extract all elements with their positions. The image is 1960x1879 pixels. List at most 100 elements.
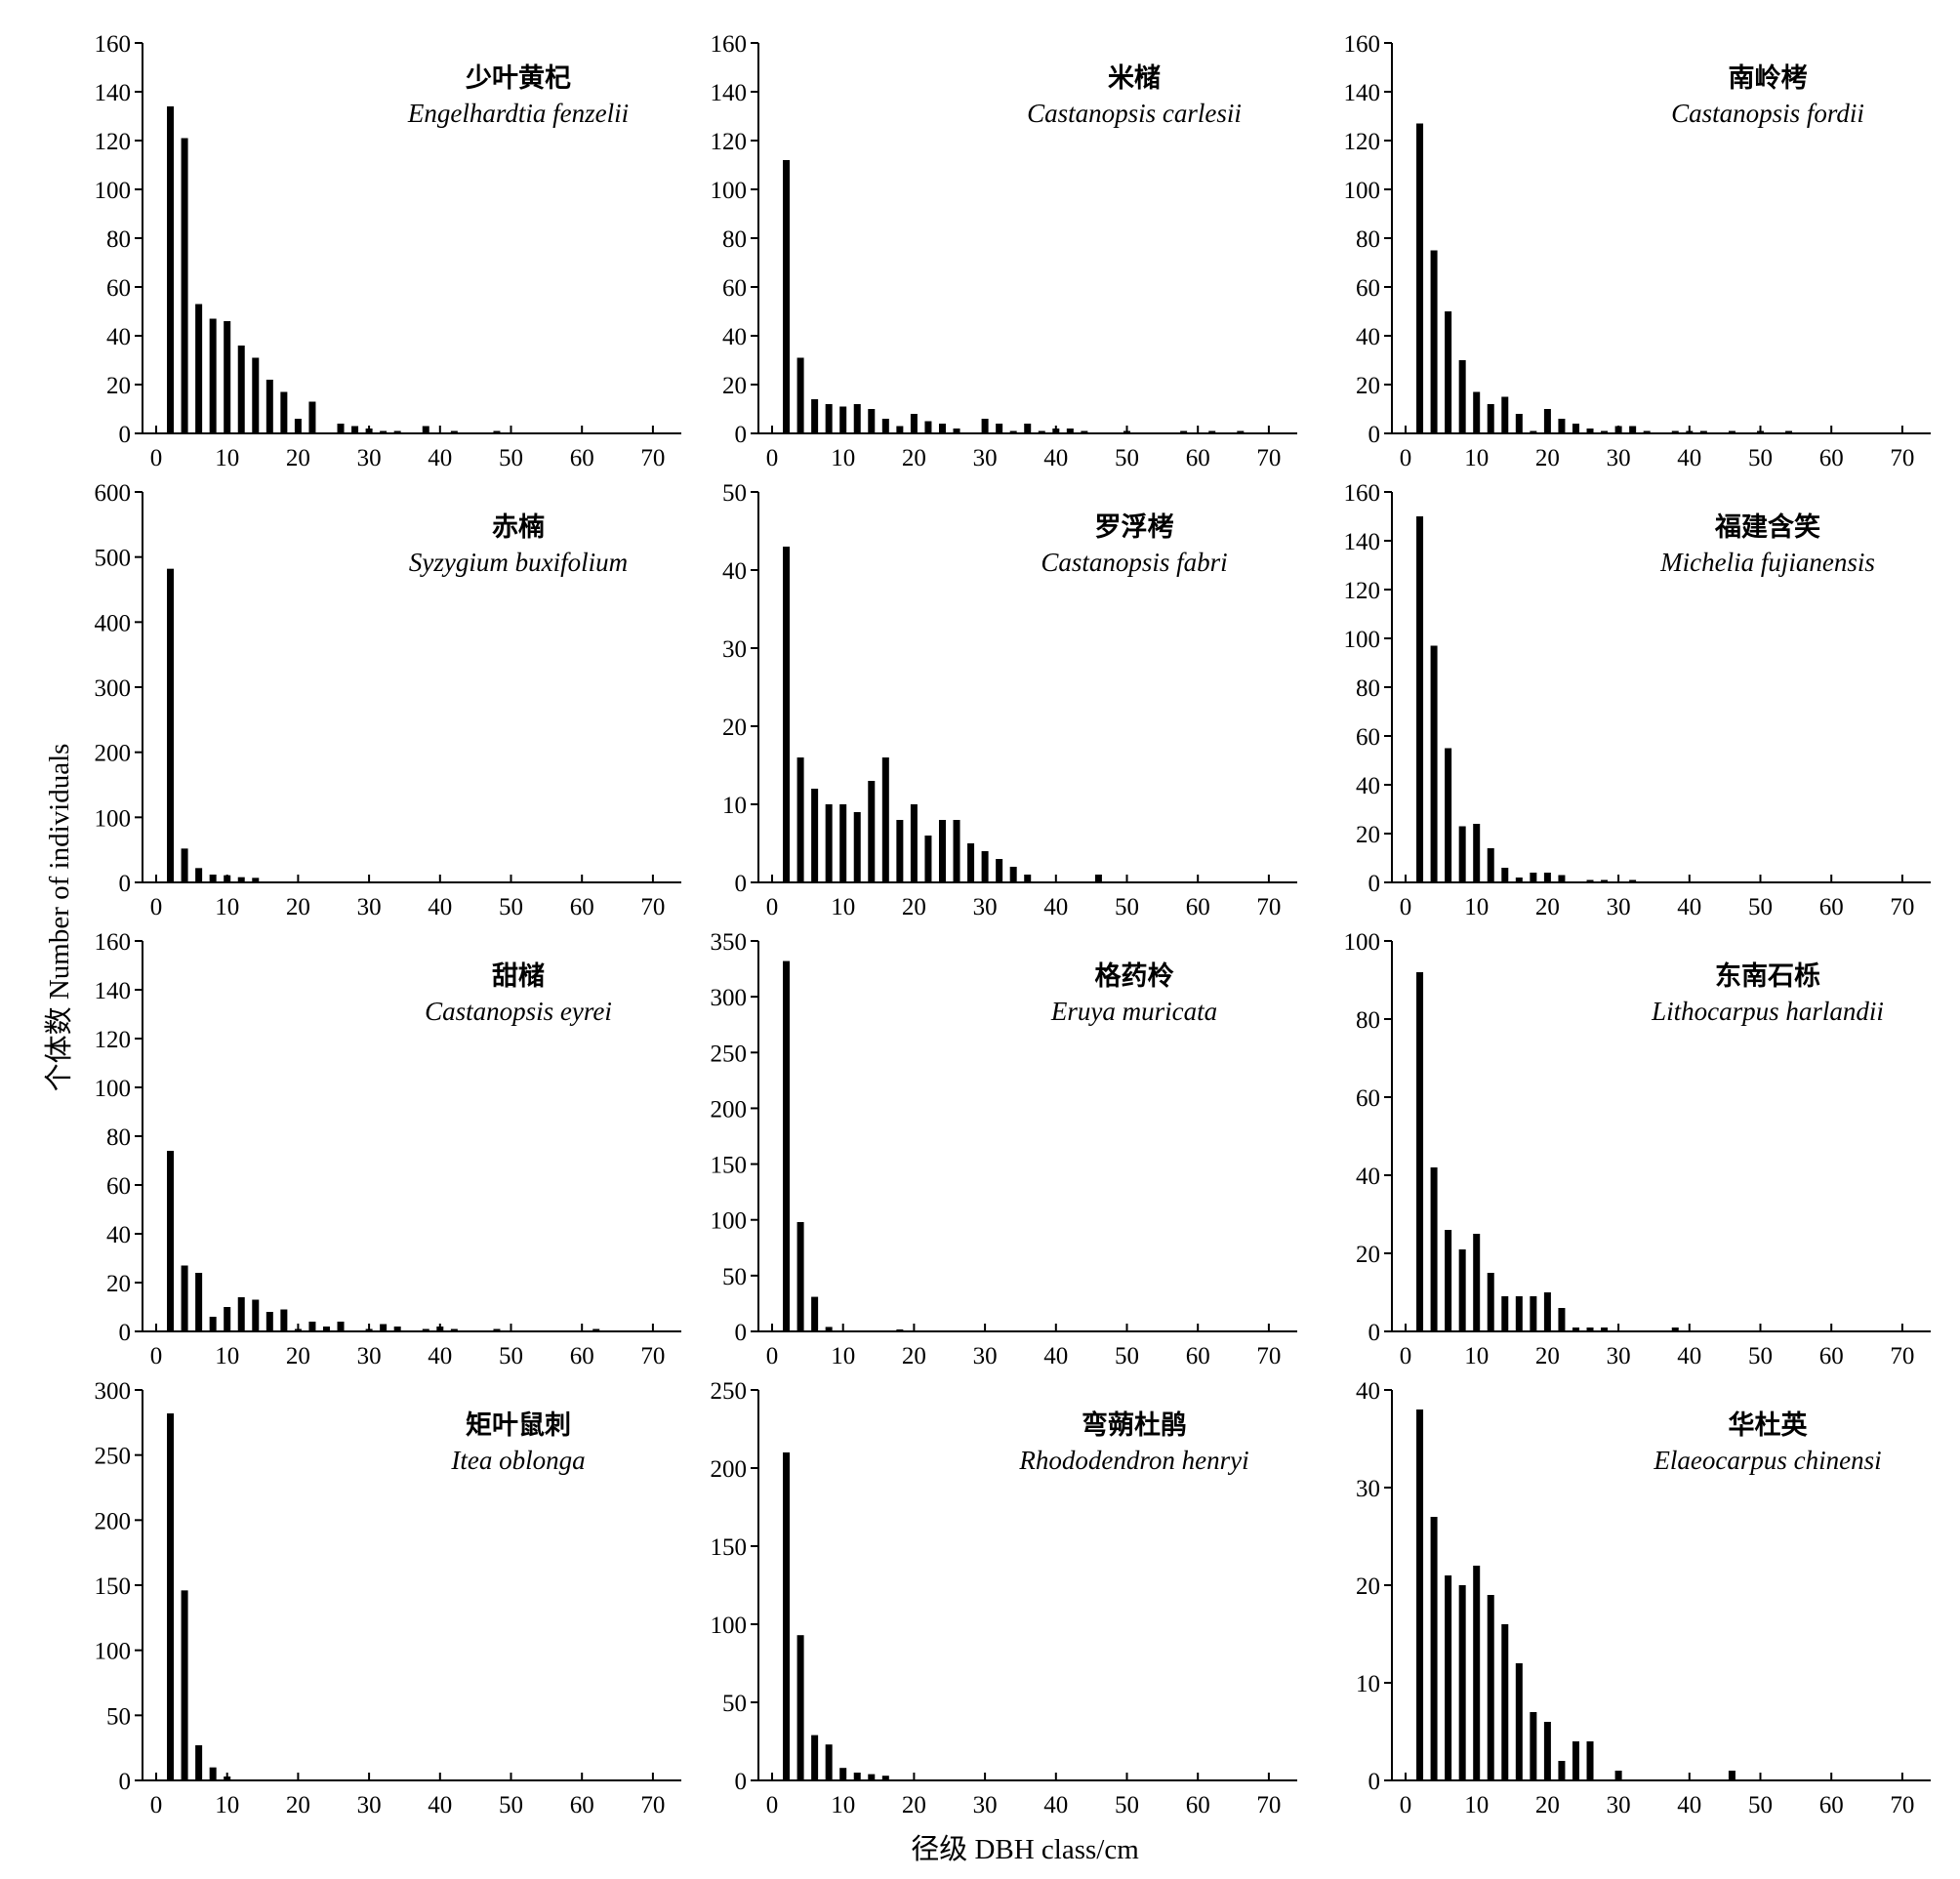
panel-2-bar — [1237, 430, 1245, 433]
panel-9-bar — [1530, 1296, 1537, 1331]
panel-3-bar — [1416, 123, 1424, 433]
panel-2-bar — [1009, 430, 1017, 433]
panel-2-bar — [938, 424, 946, 433]
panel-6-bar — [1543, 873, 1551, 882]
panel-1-x-tick-label: 0 — [150, 445, 163, 471]
panel-2-bar — [825, 404, 833, 433]
panel-3-bar — [1629, 426, 1637, 433]
panel-12-x-tick-label: 40 — [1677, 1792, 1701, 1818]
panel-3-x-tick-label: 50 — [1748, 445, 1773, 471]
panel-2-bar — [953, 429, 960, 433]
panel-9-bar — [1458, 1249, 1466, 1331]
panel-3-x-tick-label: 60 — [1819, 445, 1844, 471]
panel-12-x-tick-label: 0 — [1400, 1792, 1412, 1818]
panel-6-y-tick-label: 0 — [1368, 871, 1381, 897]
panel-4-x-tick-label: 0 — [150, 894, 163, 920]
panel-1-x-tick-label: 40 — [428, 445, 452, 471]
panel-1-title: 少叶黄杞 — [466, 63, 571, 93]
panel-12-y-tick-label: 20 — [1356, 1573, 1380, 1600]
panel-12-bar — [1473, 1566, 1481, 1780]
panel-6-bar — [1515, 878, 1523, 882]
panel-10-x-tick-label: 30 — [357, 1792, 382, 1818]
panel-8-x-tick-label: 40 — [1043, 1343, 1068, 1369]
panel-10-x-tick-label: 40 — [428, 1792, 452, 1818]
panel-7-subtitle: Castanopsis eyrei — [425, 997, 612, 1026]
panel-3-bar — [1699, 430, 1707, 433]
panel-3-y-tick-label: 100 — [1344, 178, 1381, 204]
panel-3-y-tick-label: 0 — [1368, 422, 1381, 448]
panel-6-bar — [1586, 879, 1594, 882]
panel-4-y-tick-label: 600 — [95, 480, 132, 507]
panel-11-bar — [839, 1768, 847, 1780]
panel-6-x-tick-label: 50 — [1748, 894, 1773, 920]
panel-6-x-tick-label: 70 — [1890, 894, 1914, 920]
panel-11-x-tick-label: 30 — [973, 1792, 998, 1818]
panel-12-bar — [1430, 1517, 1438, 1780]
panel-5-bar — [967, 843, 975, 882]
panel-9-x-tick-label: 0 — [1400, 1343, 1412, 1369]
panel-10-bar — [167, 1413, 175, 1780]
panel-5-x-tick-label: 70 — [1256, 894, 1281, 920]
panel-11-bar — [796, 1635, 804, 1780]
panel-7-bar — [380, 1324, 388, 1331]
panel-6-x-tick-label: 60 — [1819, 894, 1844, 920]
panel-2-y-tick-label: 60 — [722, 275, 747, 302]
panel-12-bar — [1530, 1712, 1537, 1780]
panel-9-title: 东南石栎 — [1715, 960, 1820, 991]
panel-7-bar — [436, 1327, 444, 1331]
panel-7-y-tick-label: 100 — [95, 1076, 132, 1102]
panel-11-y-tick-label: 0 — [735, 1769, 748, 1795]
panel-12-y-tick-label: 40 — [1356, 1378, 1380, 1405]
panel-4-bar — [167, 568, 175, 882]
panel-3-bar — [1530, 430, 1537, 433]
panel-9-y-tick-label: 80 — [1356, 1007, 1380, 1034]
panel-7-bar — [265, 1312, 273, 1331]
panel-5-bar — [811, 789, 819, 882]
panel-10-x-tick-label: 20 — [286, 1792, 310, 1818]
panel-1-bar — [351, 426, 359, 433]
panel-6-y-tick-label: 160 — [1344, 480, 1381, 507]
panel-9-x-tick-label: 20 — [1535, 1343, 1560, 1369]
panel-7-y-tick-label: 120 — [95, 1027, 132, 1053]
panel-7-bar — [493, 1328, 501, 1331]
panel-2-bar — [910, 414, 918, 433]
panel-1-y-tick-label: 80 — [106, 226, 131, 253]
panel-8-bar — [796, 1222, 804, 1331]
panel-9-bar — [1501, 1296, 1509, 1331]
panel-12-bar — [1543, 1722, 1551, 1780]
panel-3-bar — [1430, 250, 1438, 433]
panel-3-bar — [1671, 430, 1679, 433]
panel-1-bar — [237, 346, 245, 433]
panel-4-x-tick-label: 30 — [357, 894, 382, 920]
panel-3-y-tick-label: 120 — [1344, 129, 1381, 155]
panel-2-x-tick-label: 40 — [1043, 445, 1068, 471]
panel-5-bar — [896, 820, 904, 882]
panel-12-x-tick-label: 60 — [1819, 1792, 1844, 1818]
panel-7-y-tick-label: 80 — [106, 1124, 131, 1151]
panel-8-x-tick-label: 50 — [1115, 1343, 1139, 1369]
panel-3-y-tick-label: 40 — [1356, 324, 1380, 350]
panel-10-y-tick-label: 0 — [119, 1769, 132, 1795]
panel-3-y-tick-label: 20 — [1356, 373, 1380, 399]
panel-12-bar — [1572, 1741, 1579, 1780]
panel-9-bar — [1487, 1273, 1494, 1331]
panel-3-bar — [1757, 430, 1764, 433]
panel-12-x-tick-label: 10 — [1464, 1792, 1489, 1818]
panel-1-bar — [308, 401, 316, 433]
panel-3-bar — [1473, 391, 1481, 433]
panel-12-title: 华杜英 — [1729, 1409, 1809, 1440]
panel-4-bar — [252, 878, 260, 882]
panel-12-bar — [1614, 1771, 1622, 1780]
panel-6-bar — [1445, 748, 1452, 882]
panel-5-bar — [1094, 875, 1102, 882]
panel-3-bar — [1558, 419, 1566, 433]
panel-12-y-tick-label: 10 — [1356, 1671, 1380, 1697]
panel-5-x-tick-label: 50 — [1115, 894, 1139, 920]
panel-5-y-tick-label: 30 — [722, 636, 747, 663]
panel-8-y-tick-label: 250 — [711, 1041, 748, 1067]
panel-4-x-tick-label: 60 — [570, 894, 594, 920]
panel-11-x-tick-label: 0 — [766, 1792, 779, 1818]
panel-5-title: 罗浮栲 — [1095, 512, 1174, 542]
panel-2-bar — [783, 160, 791, 433]
panel-9-bar — [1572, 1328, 1579, 1331]
